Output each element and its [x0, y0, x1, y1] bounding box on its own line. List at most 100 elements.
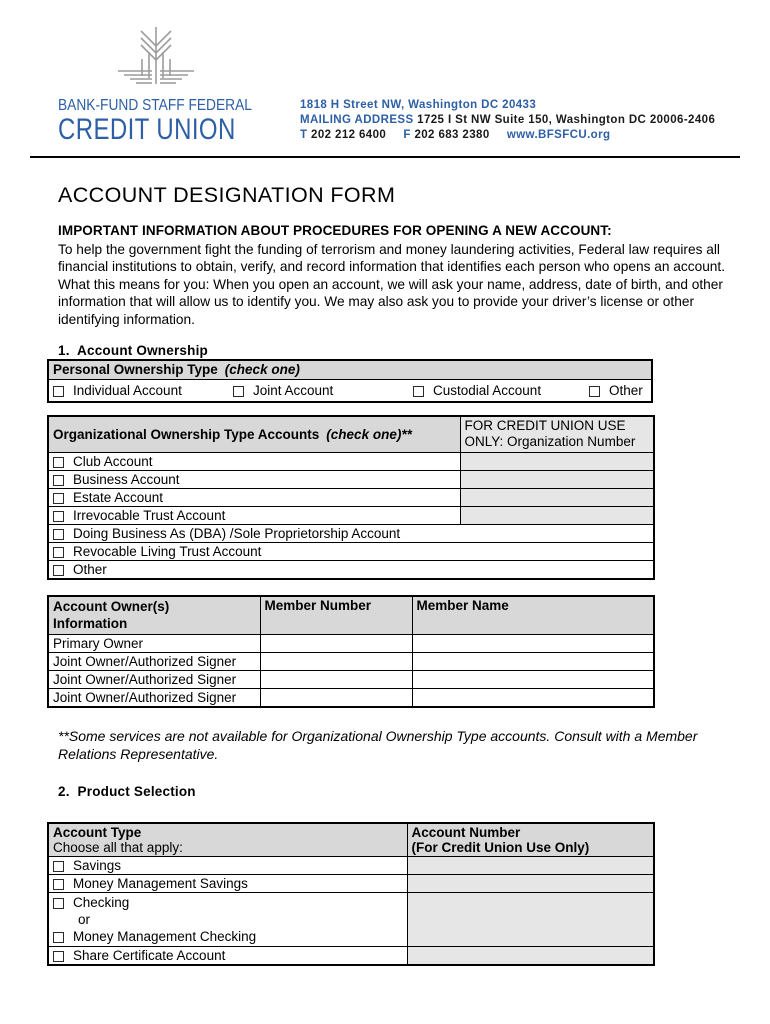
checkbox-savings[interactable]: [53, 860, 64, 872]
important-info-heading: IMPORTANT INFORMATION ABOUT PROCEDURES F…: [58, 223, 612, 238]
product-option-cell: Money Management Savings: [47, 873, 408, 893]
revocable-living-trust-label: Revocable Living Trust Account: [73, 543, 262, 559]
page-title: ACCOUNT DESIGNATION FORM: [58, 183, 396, 207]
org-other-label: Other: [73, 561, 107, 577]
checkbox-club-account[interactable]: [53, 456, 64, 468]
organization-number-cell: [459, 505, 655, 525]
owner-role-label: Joint Owner/Authorized Signer: [47, 651, 261, 671]
org-option-cell: Club Account: [47, 451, 461, 471]
fax-number: 202 683 2380: [414, 129, 490, 141]
organizational-ownership-table: Organizational Ownership Type Accounts (c…: [47, 414, 655, 580]
choose-all-note: Choose all that apply:: [53, 839, 183, 855]
personal-ownership-header-cell: Personal Ownership Type (check one): [47, 359, 653, 380]
brand-block: BANK-FUND STAFF FEDERAL CREDIT UNION: [58, 26, 254, 147]
checking-label: Checking: [73, 894, 130, 910]
checkbox-custodial-account[interactable]: [413, 385, 424, 397]
personal-other-label: Other: [609, 382, 643, 398]
org-check-one-note: (check one)**: [326, 426, 412, 442]
tree-icon: [118, 27, 194, 84]
account-number-cell: [406, 855, 655, 875]
account-type-header-cell: Account Type Choose all that apply:: [47, 822, 408, 857]
important-info-body: To help the government fight the funding…: [58, 242, 726, 327]
checkbox-dba-sole-proprietorship[interactable]: [53, 528, 64, 540]
organization-number-cell: [459, 469, 655, 489]
org-name-line2: CREDIT UNION: [58, 113, 236, 146]
irrevocable-trust-label: Irrevocable Trust Account: [73, 507, 226, 523]
letterhead-divider: [30, 156, 740, 158]
member-name-header-cell: Member Name: [411, 595, 655, 635]
share-certificate-label: Share Certificate Account: [73, 947, 226, 963]
account-number-header: Account Number: [411, 824, 521, 840]
checkbox-estate-account[interactable]: [53, 492, 64, 504]
personal-ownership-table: Personal Ownership Type (check one) Indiv…: [47, 359, 653, 403]
org-option-cell: Business Account: [47, 469, 461, 489]
member-number-field[interactable]: [259, 669, 413, 689]
org-ownership-header: Organizational Ownership Type Accounts: [53, 426, 320, 442]
checkbox-business-account[interactable]: [53, 474, 64, 486]
estate-account-label: Estate Account: [73, 489, 164, 505]
checkbox-joint-account[interactable]: [233, 385, 244, 397]
checkbox-individual-account[interactable]: [53, 385, 64, 397]
org-option-cell: Irrevocable Trust Account: [47, 505, 461, 525]
contact-block: 1818 H Street NW, Washington DC 20433 MA…: [300, 98, 715, 147]
account-number-header-cell: Account Number (For Credit Union Use Onl…: [406, 822, 655, 857]
checkbox-money-management-checking[interactable]: [53, 931, 64, 943]
account-type-header: Account Type: [53, 824, 142, 840]
checkbox-org-other[interactable]: [53, 564, 64, 576]
check-one-note: (check one): [224, 362, 300, 378]
org-option-cell: Revocable Living Trust Account: [47, 541, 655, 561]
owners-info-header-cell: Account Owner(s) Information: [47, 595, 261, 635]
section2-heading: 2. Product Selection: [58, 783, 196, 799]
street-address: 1818 H Street NW, Washington DC 20433: [300, 99, 537, 111]
owner-role-label: Joint Owner/Authorized Signer: [47, 669, 261, 689]
member-number-field[interactable]: [259, 687, 413, 708]
member-name-field[interactable]: [411, 651, 655, 671]
mailing-address-label: MAILING ADDRESS: [300, 114, 414, 126]
mailing-address: 1725 I St NW Suite 150, Washington DC 20…: [417, 114, 716, 126]
savings-label: Savings: [73, 857, 122, 873]
member-name-field[interactable]: [411, 633, 655, 653]
product-option-cell: Share Certificate Account: [47, 945, 408, 966]
org-option-cell: Other: [47, 559, 655, 580]
org-option-cell: Doing Business As (DBA) /Sole Proprietor…: [47, 523, 655, 543]
owner-role-label: Primary Owner: [47, 633, 261, 653]
personal-options-cell: Individual Account Joint Account Custodi…: [47, 378, 653, 403]
club-account-label: Club Account: [73, 453, 153, 469]
money-management-checking-label: Money Management Checking: [73, 928, 257, 944]
product-selection-table: Account Type Choose all that apply: Acco…: [47, 821, 655, 966]
checkbox-share-certificate[interactable]: [53, 950, 64, 962]
owner-role-label: Joint Owner/Authorized Signer: [47, 687, 261, 708]
checkbox-personal-other[interactable]: [589, 385, 600, 397]
website-link[interactable]: www.BFSFCU.org: [506, 129, 611, 141]
letterhead: BANK-FUND STAFF FEDERAL CREDIT UNION 181…: [58, 26, 740, 147]
or-separator: or: [78, 911, 91, 927]
member-number-field[interactable]: [259, 633, 413, 653]
org-name-line1: BANK-FUND STAFF FEDERAL: [58, 97, 252, 114]
member-name-field[interactable]: [411, 687, 655, 708]
cu-use-only-header-cell: FOR CREDIT UNION USE ONLY: Organization …: [459, 415, 655, 453]
member-name-field[interactable]: [411, 669, 655, 689]
org-ownership-header-cell: Organizational Ownership Type Accounts (c…: [47, 415, 461, 453]
member-number-field[interactable]: [259, 651, 413, 671]
checkbox-money-management-savings[interactable]: [53, 878, 64, 890]
account-number-cell: [406, 945, 655, 966]
checkbox-irrevocable-trust-account[interactable]: [53, 510, 64, 522]
joint-account-label: Joint Account: [253, 382, 334, 398]
phone-label: T: [300, 129, 308, 141]
fax-label: F: [403, 129, 411, 141]
account-number-cell: [406, 873, 655, 893]
business-account-label: Business Account: [73, 471, 180, 487]
organization-number-cell: [459, 487, 655, 507]
money-management-savings-label: Money Management Savings: [73, 875, 248, 891]
member-number-header-cell: Member Number: [259, 595, 413, 635]
checkbox-checking[interactable]: [53, 897, 64, 909]
account-number-cell: [406, 891, 655, 947]
custodial-account-label: Custodial Account: [433, 382, 542, 398]
org-accounts-footnote: **Some services are not available for Or…: [58, 727, 698, 763]
dba-sole-proprietorship-label: Doing Business As (DBA) /Sole Proprietor…: [73, 525, 401, 541]
checking-options-cell: Checking or Money Management Checking: [47, 891, 408, 947]
cu-use-only-note: (For Credit Union Use Only): [411, 839, 590, 855]
organization-number-cell: [459, 451, 655, 471]
checkbox-revocable-living-trust[interactable]: [53, 546, 64, 558]
